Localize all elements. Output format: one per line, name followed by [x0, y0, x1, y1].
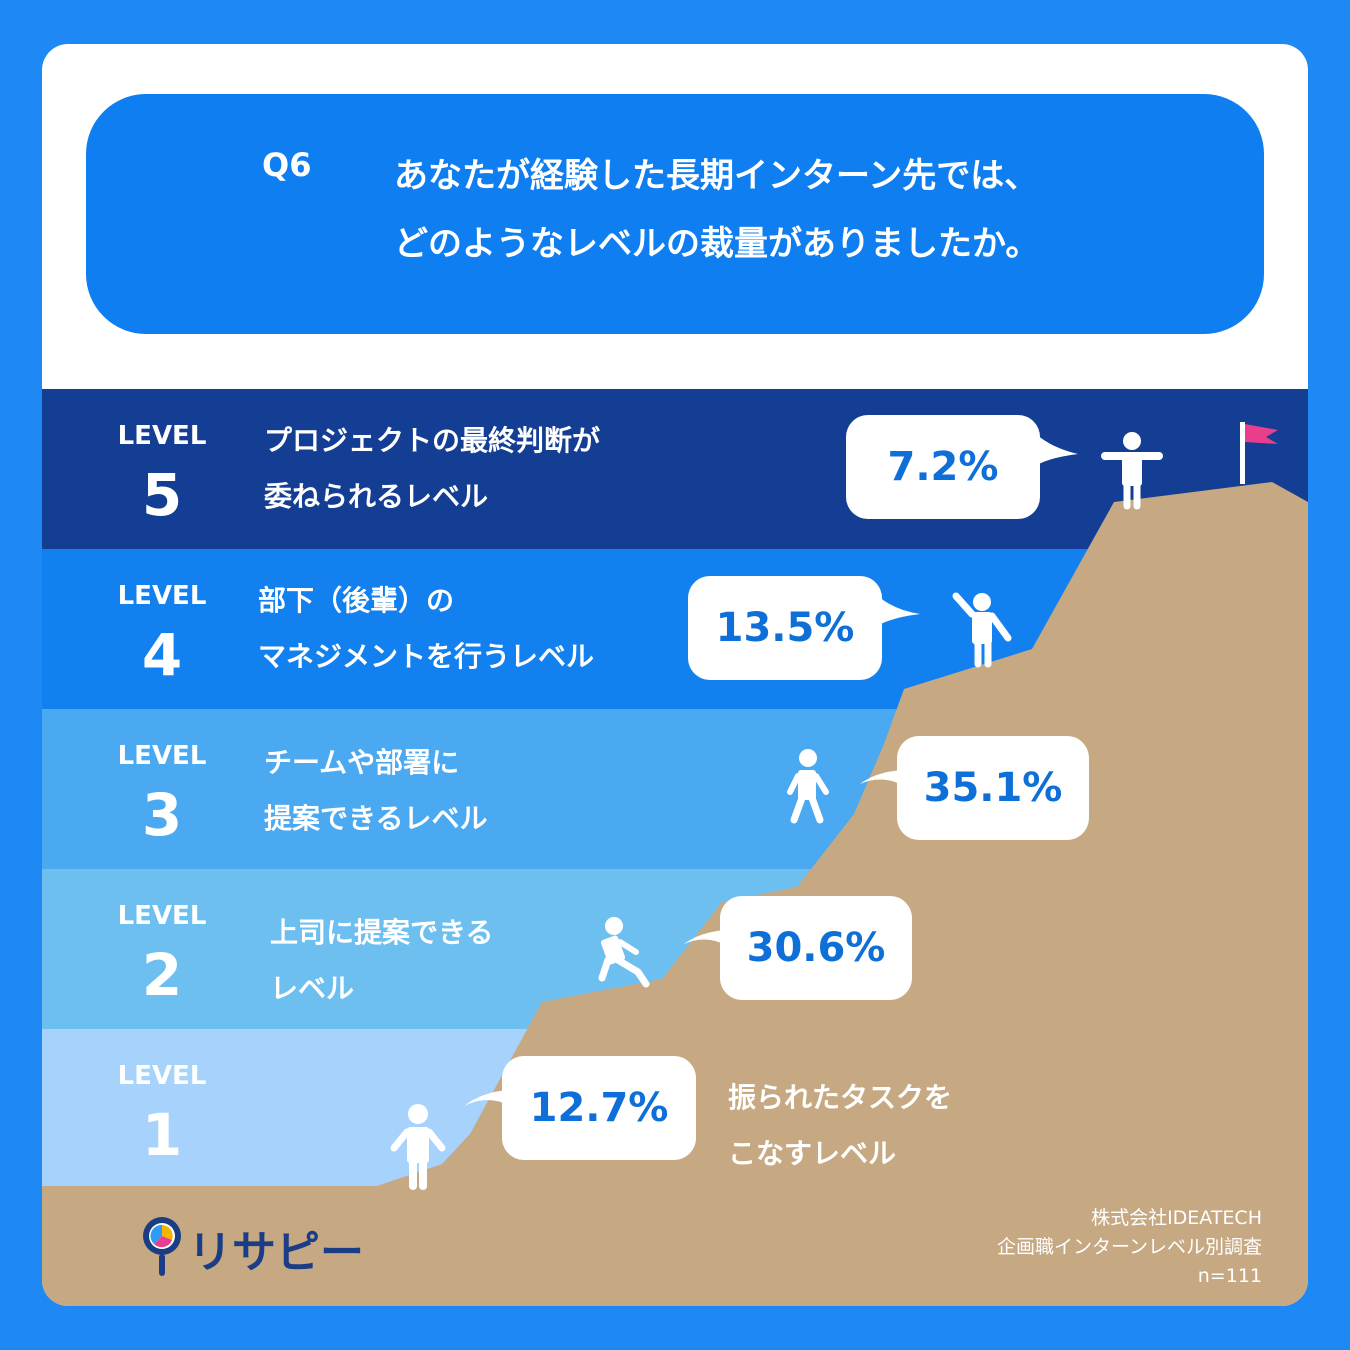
level-1-number: 1: [141, 1101, 183, 1169]
person-waving-icon: [952, 592, 1012, 668]
level-5-number: 5: [141, 461, 183, 529]
level-5-word: LEVEL: [117, 421, 207, 451]
flag-icon: [1240, 422, 1278, 484]
question-number: Q6: [262, 146, 312, 184]
bubble-tail-level-2: [684, 930, 728, 946]
credit-company: 株式会社IDEATECH: [1091, 1207, 1262, 1229]
bubble-tail-level-5: [1032, 434, 1078, 468]
level-4-desc-line-2: マネジメントを行うレベル: [258, 640, 595, 673]
level-3-desc-line-1: チームや部署に: [264, 746, 460, 779]
value-bubble-level-3: 35.1%: [897, 736, 1089, 840]
logo-text: リサピー: [188, 1227, 364, 1278]
level-1-desc-line-1: 振られたタスクを: [728, 1081, 953, 1114]
mountain-illustration: [42, 422, 1308, 1306]
credit-sample-size: n=111: [1197, 1265, 1262, 1287]
level-1-word: LEVEL: [117, 1061, 207, 1091]
level-5-desc: プロジェクトの最終判断が 委ねられるレベル: [264, 413, 600, 525]
question-line-1: あなたが経験した長期インターン先では、: [394, 156, 1039, 196]
level-2-number: 2: [141, 941, 183, 1009]
value-bubble-level-5: 7.2%: [846, 415, 1040, 519]
question-line-2: どのようなレベルの裁量がありましたか。: [394, 224, 1040, 264]
logo-icon: [143, 1217, 181, 1276]
level-1-desc-line-2: こなすレベル: [728, 1137, 897, 1170]
level-3-desc-line-2: 提案できるレベル: [264, 802, 488, 835]
value-bubble-level-2: 30.6%: [720, 896, 912, 1000]
level-3-desc: チームや部署に 提案できるレベル: [264, 735, 487, 847]
level-3-word: LEVEL: [117, 741, 207, 771]
level-4-word: LEVEL: [117, 581, 207, 611]
level-5-desc-line-1: プロジェクトの最終判断が: [264, 424, 601, 457]
person-climbing-icon: [598, 917, 650, 988]
infographic-card: Q6 あなたが経験した長期インターン先では、 どのようなレベルの裁量がありました…: [42, 44, 1308, 1306]
person-standing-arms-out-icon: [1101, 432, 1163, 510]
bubble-tail-level-3: [860, 770, 904, 786]
level-4-desc-line-1: 部下（後輩）の: [258, 584, 455, 617]
source-credit: 株式会社IDEATECH 企画職インターンレベル別調査 n=111: [997, 1204, 1262, 1291]
level-4-desc: 部下（後輩）の マネジメントを行うレベル: [258, 573, 594, 685]
level-2-desc-line-2: レベル: [270, 972, 355, 1005]
level-3-number: 3: [141, 781, 183, 849]
question-box: Q6 あなたが経験した長期インターン先では、 どのようなレベルの裁量がありました…: [86, 94, 1264, 334]
level-5-desc-line-2: 委ねられるレベル: [264, 480, 489, 513]
person-walking-icon: [787, 749, 829, 824]
value-bubble-level-4: 13.5%: [688, 576, 882, 680]
mountain-shape: [42, 482, 1308, 1306]
level-1-desc: 振られたタスクを こなすレベル: [728, 1070, 952, 1182]
person-standing-icon: [390, 1104, 446, 1190]
bubble-tail-level-1: [464, 1090, 510, 1106]
level-4-number: 4: [141, 621, 183, 689]
level-2-word: LEVEL: [117, 901, 207, 931]
level-2-desc-line-1: 上司に提案できる: [270, 916, 494, 949]
value-bubble-level-1: 12.7%: [502, 1056, 696, 1160]
credit-survey: 企画職インターンレベル別調査: [996, 1236, 1262, 1258]
level-5-band: LEVEL 5 プロジェクトの最終判断が 委ねられるレベル: [42, 389, 1308, 549]
level-2-desc: 上司に提案できる レベル: [270, 905, 493, 1017]
bubble-tail-level-4: [874, 596, 920, 628]
